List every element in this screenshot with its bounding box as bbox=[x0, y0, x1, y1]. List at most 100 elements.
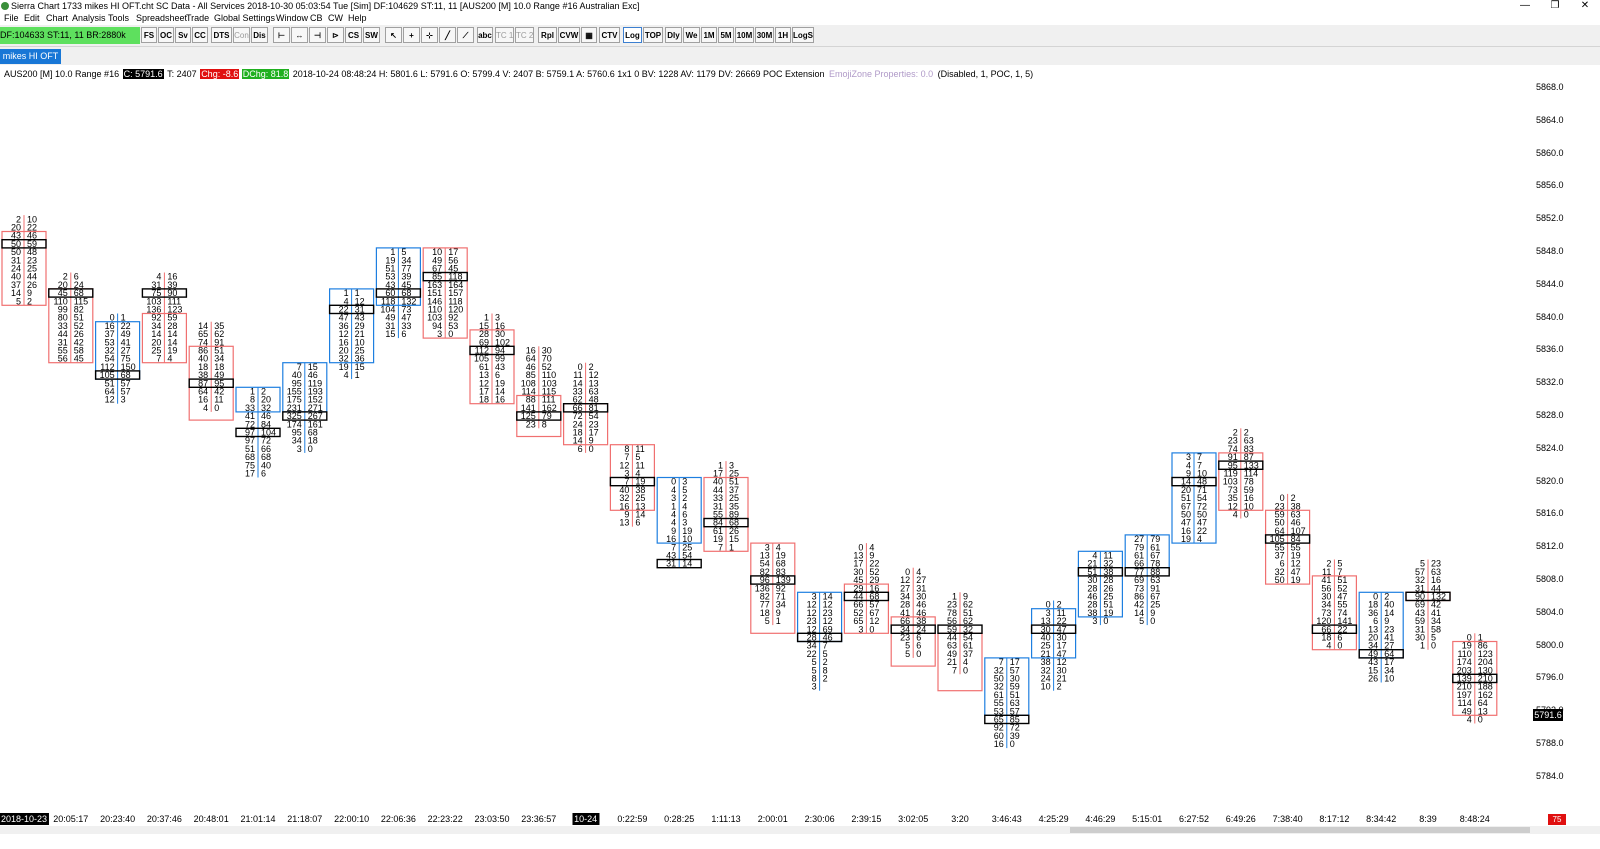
menu-item-tools[interactable]: Tools bbox=[108, 13, 130, 23]
grid-icon[interactable]: ▦ bbox=[581, 27, 597, 43]
menu-item-spreadsheet[interactable]: Spreadsheet bbox=[136, 13, 188, 23]
footprint-bar[interactable]: 2 6 20 24 45 68 110 115 99 82 80 51 33 52 44 26 31 42 55 58… bbox=[48, 272, 94, 364]
menu-item-cb[interactable]: CB bbox=[310, 13, 323, 23]
fs-button[interactable]: FS bbox=[141, 27, 157, 43]
footprint-bar[interactable]: 16 30 64 70 46 52 85 110 108 103 114 115 88 111 141 162… bbox=[516, 346, 562, 438]
price-scale[interactable]: 5784.05788.05792.05796.05800.05804.05808… bbox=[1530, 0, 1600, 849]
menu-item-analysis[interactable]: Analysis bbox=[72, 13, 106, 23]
toolbar: DF:104633 ST:11, 11 BR:2880k FS OC Sv CC… bbox=[0, 25, 1600, 47]
horizontal-scrollbar[interactable] bbox=[0, 826, 1600, 834]
ask-volume: 45 bbox=[401, 280, 411, 290]
scroll-left-icon[interactable]: ⊣ bbox=[309, 27, 326, 43]
bid-volume: 118 bbox=[381, 296, 395, 306]
menu-item-trade[interactable]: Trade bbox=[186, 13, 210, 23]
pointer-icon[interactable]: ↖ bbox=[385, 27, 402, 43]
bid-volume: 66 bbox=[573, 403, 583, 413]
poc-marker bbox=[656, 558, 702, 569]
footprint-bar[interactable]: 0 1 16 22 37 49 53 41 32 27 54 75 112 150 105 68 51 57 64 5… bbox=[94, 313, 141, 405]
scrollbar-thumb[interactable] bbox=[1070, 827, 1530, 833]
ask-volume: 119 bbox=[308, 378, 322, 388]
bid-volume: 4 bbox=[1186, 460, 1191, 470]
cs-button[interactable]: CS bbox=[345, 27, 362, 43]
daily-button[interactable]: Dly bbox=[665, 27, 682, 43]
5m-button[interactable]: 5M bbox=[718, 27, 734, 43]
menu-item-window[interactable]: Window bbox=[276, 13, 309, 23]
1m-button[interactable]: 1M bbox=[701, 27, 717, 43]
footprint-bar[interactable]: 1 9 23 62 78 51 56 62 59 32 44 54 63 61 49 37 21 47 0 bbox=[937, 592, 983, 692]
maximize-button[interactable]: ❐ bbox=[1550, 0, 1560, 11]
menu-item-cw[interactable]: CW bbox=[328, 13, 343, 23]
menu-item-chart[interactable]: Chart bbox=[46, 13, 69, 23]
ask-volume: 67 bbox=[869, 608, 879, 618]
tab-mikes-hi-oft[interactable]: mikes HI OFT bbox=[0, 49, 61, 64]
footprint-bar[interactable]: 0 2 18 40 36 14 6 9 13 23 20 41 34 27 49 64 43 17 15 34 26 10 bbox=[1358, 592, 1404, 684]
10m-button[interactable]: 10M bbox=[735, 27, 754, 43]
trade-chart-2-button[interactable]: TC 2 bbox=[515, 27, 534, 43]
dts-button[interactable]: DTS bbox=[211, 27, 232, 43]
minimize-button[interactable]: — bbox=[1520, 0, 1530, 11]
top-button[interactable]: TOP bbox=[643, 27, 663, 43]
ask-volume: 110 bbox=[542, 370, 556, 380]
cvw-button[interactable]: CVW bbox=[558, 27, 580, 43]
close-button[interactable]: ✕ bbox=[1580, 0, 1590, 11]
footprint-bar[interactable]: 7 17 32 57 50 30 32 59 61 51 55 63 53 57 65 85 92 72 60 39 1… bbox=[984, 657, 1030, 749]
weekly-button[interactable]: We bbox=[683, 27, 700, 43]
30m-button[interactable]: 30M bbox=[755, 27, 774, 43]
time-tick-label: 22:00:10 bbox=[334, 814, 370, 824]
sw-button[interactable]: SW bbox=[363, 27, 380, 43]
menu-item-global-settings[interactable]: Global Settings bbox=[214, 13, 276, 23]
footprint-bar[interactable]: 7 15 40 46 95 119 155 193 175 152 231 271 325 267 174 1… bbox=[282, 362, 328, 454]
text-tool-button[interactable]: abc bbox=[477, 27, 493, 43]
cc-button[interactable]: CC bbox=[192, 27, 208, 43]
line-tool-icon[interactable]: ╱ bbox=[439, 27, 456, 43]
footprint-bar[interactable]: 1 3 15 16 28 30 69 102 112 94 105 99 61 43 13 6 12 19 17 14… bbox=[469, 313, 515, 405]
ray-tool-icon[interactable]: ⟋ bbox=[457, 27, 474, 43]
crosshair-icon[interactable]: + bbox=[403, 27, 420, 43]
footprint-bar[interactable]: 10 17 49 56 67 45 85 118 163 164 151 157 146 118 110 12… bbox=[422, 247, 468, 339]
ask-volume: 141 bbox=[1337, 616, 1352, 626]
1h-button[interactable]: 1H bbox=[775, 27, 791, 43]
bar-spacing-icon[interactable]: ⊢ bbox=[273, 27, 290, 43]
menu-item-edit[interactable]: Edit bbox=[24, 13, 40, 23]
time-axis[interactable]: 2018-10-23 20:05:17 20:23:40 20:37:46 20:48:… bbox=[0, 810, 1600, 826]
replay-button[interactable]: Rpl bbox=[538, 27, 557, 43]
disconnect-button[interactable]: Dis bbox=[251, 27, 268, 43]
trade-chart-1-button[interactable]: TC 1 bbox=[495, 27, 514, 43]
ctv-button[interactable]: CTV bbox=[599, 27, 620, 43]
footprint-bar[interactable]: 2 5 11 7 41 51 56 52 30 47 34 55 73 74 120 141 66 22 18 64 0 bbox=[1311, 559, 1358, 651]
fill-space-icon[interactable]: ↔ bbox=[291, 27, 308, 43]
bid-volume: 65 bbox=[853, 616, 863, 626]
connect-button[interactable]: Con bbox=[233, 27, 250, 43]
sv-button[interactable]: Sv bbox=[175, 27, 191, 43]
oc-button[interactable]: OC bbox=[158, 27, 174, 43]
menu-item-file[interactable]: File bbox=[4, 13, 19, 23]
scroll-right-icon[interactable]: ⊳ bbox=[327, 27, 344, 43]
cursor-values-icon[interactable]: ⊹ bbox=[421, 27, 438, 43]
log-button[interactable]: Log bbox=[623, 27, 642, 43]
menu-item-help[interactable]: Help bbox=[348, 13, 367, 23]
logs-button[interactable]: LogS bbox=[792, 27, 814, 43]
footprint-bar[interactable]: 3 4 13 19 54 68 82 83 96 139 136 92 82 71 77 34 18 95 1 bbox=[750, 542, 796, 634]
